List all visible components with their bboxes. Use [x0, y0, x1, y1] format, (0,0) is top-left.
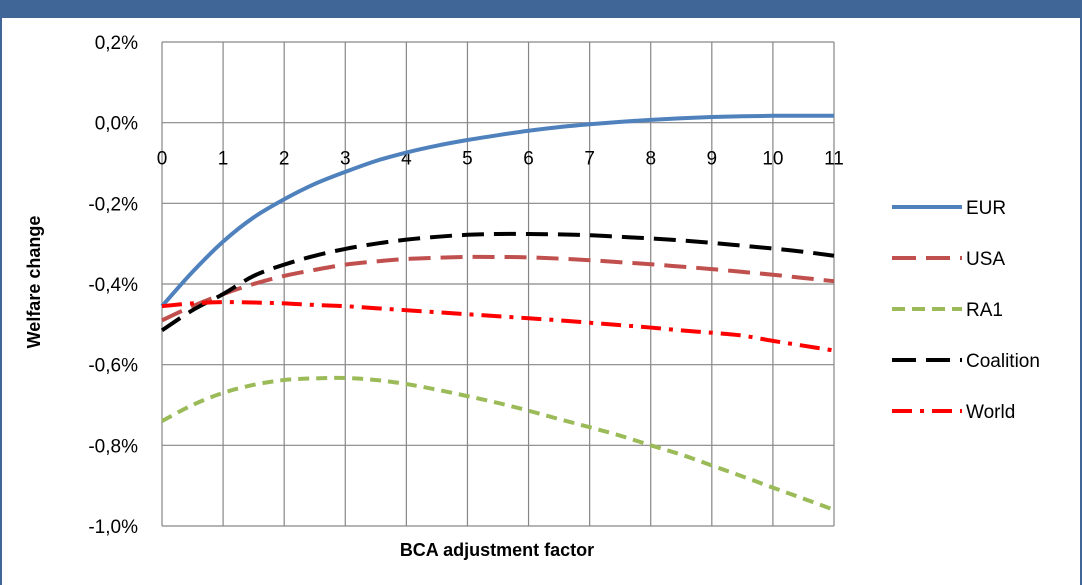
series-lines: [160, 113, 835, 512]
x-tick-label: 9: [707, 149, 718, 170]
legend-label-usa: USA: [966, 249, 1005, 270]
x-axis-title: BCA adjustment factor: [400, 540, 594, 560]
x-tick-label: 5: [462, 149, 473, 170]
legend-label-ra1: RA1: [966, 300, 1003, 321]
y-tick-label: -0,2%: [88, 194, 138, 215]
x-tick-label: 0: [157, 149, 168, 170]
x-tick-label: 6: [523, 149, 534, 170]
y-axis-ticks: 0,2% 0,0% -0,2% -0,4% -0,6% -0,8% -1,0%: [88, 33, 138, 538]
y-tick-label: 0,0%: [95, 114, 138, 135]
y-tick-label: 0,2%: [95, 33, 138, 54]
y-tick-label: -0,4%: [88, 275, 138, 296]
x-tick-label: 4: [401, 149, 412, 170]
window-title-bar: [0, 0, 1082, 18]
x-tick-label: 1: [218, 149, 229, 170]
frame-border-right: [1080, 18, 1082, 585]
legend-label-world: World: [966, 402, 1015, 423]
series-line-usa: [161, 254, 835, 323]
legend-label-coalition: Coalition: [966, 351, 1040, 372]
x-axis-ticks: 0 1 2 3 4 5 6 7 8 9 10 11: [157, 149, 844, 170]
x-tick-label: 2: [279, 149, 290, 170]
frame-border-left: [0, 18, 2, 585]
y-tick-label: -0,6%: [88, 356, 138, 377]
series-line-ra1: [161, 375, 835, 512]
x-tick-label: 8: [645, 149, 656, 170]
x-tick-label: 7: [584, 149, 595, 170]
y-tick-label: -1,0%: [88, 517, 138, 538]
legend: EUR USA RA1 Coalition World: [892, 198, 1040, 423]
series-line-eur: [160, 113, 834, 308]
x-tick-label: 10: [762, 149, 783, 170]
series-line-coalition: [160, 231, 835, 333]
x-tick-label: 3: [340, 149, 351, 170]
x-tick-label: 11: [824, 149, 844, 170]
y-axis-title: Welfare change: [24, 216, 44, 349]
series-line-world: [161, 300, 835, 353]
y-tick-label: -0,8%: [88, 436, 138, 457]
legend-label-eur: EUR: [966, 198, 1006, 219]
